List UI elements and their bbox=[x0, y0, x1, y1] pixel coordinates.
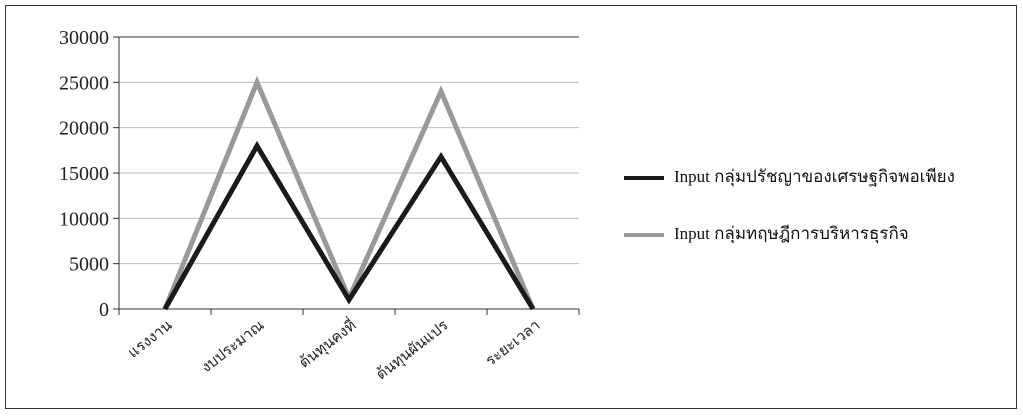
y-tick-label: 20000 bbox=[59, 118, 109, 140]
gridlines bbox=[119, 37, 579, 264]
series-lines bbox=[165, 82, 533, 309]
chart-frame: 0 5000 10000 15000 20000 25000 30000 แรงงาน งบปร… bbox=[5, 5, 1017, 409]
series-line bbox=[165, 82, 533, 309]
y-tick-label: 25000 bbox=[59, 72, 109, 94]
x-tick-label: ระยะเวลา bbox=[483, 318, 543, 370]
y-tick-label: 0 bbox=[99, 299, 109, 321]
y-tick-label: 15000 bbox=[59, 163, 109, 185]
x-tick-label: งบประมาณ bbox=[199, 317, 268, 376]
x-tick-label: ต้นทุนผันแปร bbox=[373, 317, 452, 384]
y-tick-label: 10000 bbox=[59, 208, 109, 230]
legend-swatch bbox=[624, 233, 664, 237]
y-tick-label: 5000 bbox=[69, 254, 109, 276]
y-tick-label: 30000 bbox=[59, 27, 109, 49]
legend-swatch bbox=[624, 176, 664, 180]
legend-label: Input กลุ่มปรัชญาของเศรษฐกิจพอเพียง bbox=[674, 162, 955, 192]
chart-plot: 0 5000 10000 15000 20000 25000 30000 แรงงาน งบปร… bbox=[6, 6, 1018, 410]
x-tick-label: แรงงาน bbox=[125, 318, 175, 362]
legend-label: Input กลุ่มทฤษฎีการบริหารธุรกิจ bbox=[674, 219, 909, 249]
x-tick-label: ต้นทุนคงที่ bbox=[294, 314, 360, 372]
